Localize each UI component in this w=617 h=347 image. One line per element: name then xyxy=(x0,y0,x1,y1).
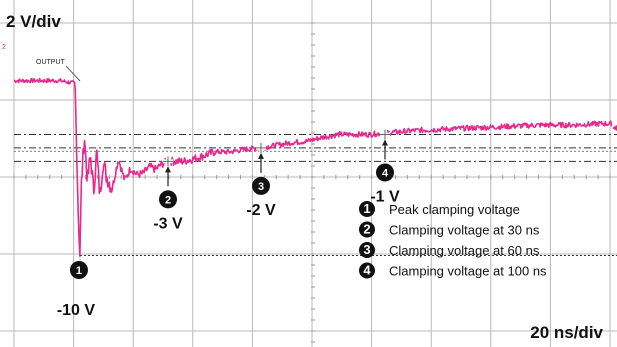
legend-badge xyxy=(359,262,375,279)
legend-number: 4 xyxy=(363,263,371,278)
trace-name-label: OUTPUT xyxy=(36,59,66,66)
reference-lines xyxy=(14,133,617,256)
annotation-1: 1 -10 V xyxy=(57,255,96,319)
legend-badge xyxy=(359,201,375,217)
annotation-3: 3 -2 V xyxy=(246,142,276,219)
legend-item-2: 2 Clamping voltage at 30 ns xyxy=(359,221,540,238)
annotation-number: 1 xyxy=(76,265,82,277)
series-line-output xyxy=(13,77,613,257)
legend-label: Clamping voltage at 30 ns xyxy=(389,223,540,238)
annotation-value-label: -1 V xyxy=(370,188,400,205)
legend-label: Clamping voltage at 60 ns xyxy=(389,243,540,258)
vertical-scale-label: 2 V/div xyxy=(6,12,61,31)
channel-marker: 2 xyxy=(2,44,6,51)
legend-item-1: 1 Peak clamping voltage xyxy=(359,201,520,217)
annotation-badge xyxy=(252,176,270,195)
annotation-badge xyxy=(159,190,177,209)
legend-number: 3 xyxy=(363,242,370,257)
horizontal-scale-label: 20 ns/div xyxy=(530,323,603,342)
annotation-arrowhead xyxy=(165,166,171,173)
annotation-badge xyxy=(69,261,88,279)
annotation-cross xyxy=(380,129,390,140)
annotation-cross xyxy=(163,156,173,167)
legend-label: Peak clamping voltage xyxy=(389,202,520,217)
right-edge-marker xyxy=(612,125,617,131)
legend-number: 2 xyxy=(363,222,370,237)
annotation-4: 4 -1 V xyxy=(370,129,400,205)
annotation-number: 3 xyxy=(258,181,264,193)
legend: 1 Peak clamping voltage 2 Clamping voltage … xyxy=(359,201,547,279)
annotation-2: 2 -3 V xyxy=(153,156,183,232)
annotation-arrowhead xyxy=(258,152,264,159)
annotation-number: 4 xyxy=(382,167,389,179)
annotation-number: 2 xyxy=(165,194,171,206)
annotation-cross xyxy=(256,142,266,153)
annotation-value-label: -2 V xyxy=(246,202,276,219)
legend-item-3: 3 Clamping voltage at 60 ns xyxy=(359,242,540,258)
legend-label: Clamping voltage at 100 ns xyxy=(389,264,547,279)
annotation-value-label: -3 V xyxy=(153,215,183,232)
annotations: 1 -10 V 2 -3 V 3 -2 V 4 -1 V xyxy=(57,129,400,319)
legend-badge xyxy=(359,242,375,258)
legend-badge xyxy=(359,221,375,238)
legend-item-4: 4 Clamping voltage at 100 ns xyxy=(359,262,547,279)
legend-number: 1 xyxy=(363,201,370,216)
trace-name-leader xyxy=(65,65,81,82)
annotation-value-label: -10 V xyxy=(57,302,96,319)
annotation-badge xyxy=(376,163,394,182)
annotation-arrowhead xyxy=(382,139,388,146)
